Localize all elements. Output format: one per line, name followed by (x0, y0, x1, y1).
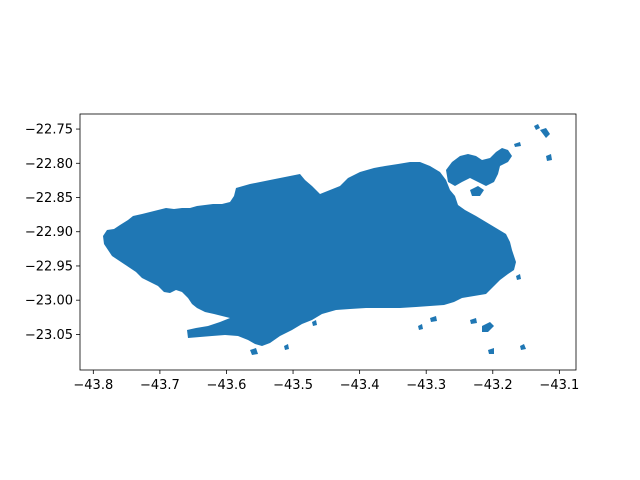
island-4 (546, 154, 552, 161)
x-tick-label: −43.8 (73, 378, 113, 393)
island-6 (520, 344, 526, 350)
y-axis: −22.75 −22.80 −22.85 −22.90 −22.95 −23.00 −23.… (25, 123, 80, 343)
island-7 (488, 348, 494, 354)
island-8 (482, 322, 494, 332)
island-5 (514, 142, 521, 147)
island-12 (516, 274, 521, 280)
x-tick-label: −43.3 (406, 378, 446, 393)
x-tick-label: −43.2 (473, 378, 513, 393)
x-tick-label: −43.1 (539, 378, 579, 393)
map-shapes (103, 124, 552, 355)
y-tick-label: −23.05 (25, 328, 73, 343)
y-tick-label: −22.85 (25, 191, 73, 206)
northeast-island (446, 148, 512, 186)
island-9 (470, 318, 477, 324)
island-15 (312, 320, 317, 326)
x-tick-label: −43.5 (273, 378, 313, 393)
x-tick-label: −43.6 (207, 378, 247, 393)
island-3 (534, 124, 540, 130)
island-1 (470, 186, 484, 196)
axes-frame (79, 113, 577, 371)
y-tick-label: −22.95 (25, 259, 73, 274)
y-tick-label: −22.90 (25, 225, 73, 240)
x-tick-label: −43.7 (140, 378, 180, 393)
y-tick-label: −22.80 (25, 157, 73, 172)
island-10 (430, 316, 437, 322)
main-landmass (103, 162, 516, 346)
island-11 (418, 324, 423, 330)
x-tick-label: −43.4 (340, 378, 380, 393)
island-2 (540, 128, 550, 138)
y-tick-label: −22.75 (25, 123, 73, 138)
island-13 (284, 344, 289, 350)
island-14 (250, 348, 258, 355)
x-axis: −43.8 −43.7 −43.6 −43.5 −43.4 −43.3 −43.2 −43.1 (73, 370, 579, 393)
y-tick-label: −23.00 (25, 294, 73, 309)
